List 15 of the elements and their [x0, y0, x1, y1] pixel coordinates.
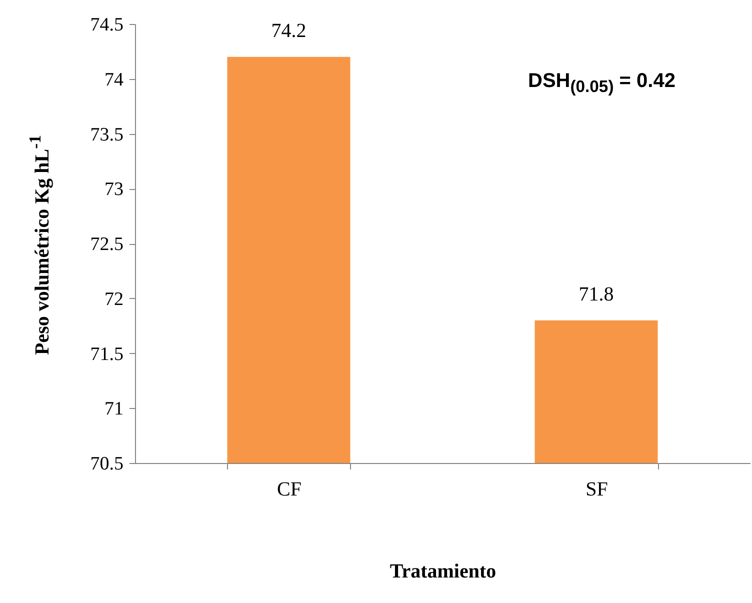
- x-tick-label: SF: [586, 478, 608, 500]
- y-tick-label: 70.5: [90, 454, 124, 474]
- y-tick-label: 73: [104, 179, 124, 200]
- x-tick-label: CF: [277, 478, 302, 500]
- data-label: 71.8: [578, 283, 614, 306]
- y-tick-label: 72: [104, 288, 124, 310]
- y-tick-label: 72.5: [90, 234, 124, 255]
- y-tick-label: 73.5: [90, 124, 124, 146]
- y-tick-label: 71: [104, 398, 124, 420]
- y-tick-label: 71.5: [90, 344, 124, 365]
- y-tick-label: 74.5: [90, 14, 124, 36]
- data-label: 74.2: [271, 20, 306, 42]
- x-axis-title: Tratamiento: [390, 560, 496, 582]
- annotation: DSH$_{(0.05)}$ = 0.42: [528, 70, 676, 97]
- y-tick-label: 74: [104, 69, 124, 90]
